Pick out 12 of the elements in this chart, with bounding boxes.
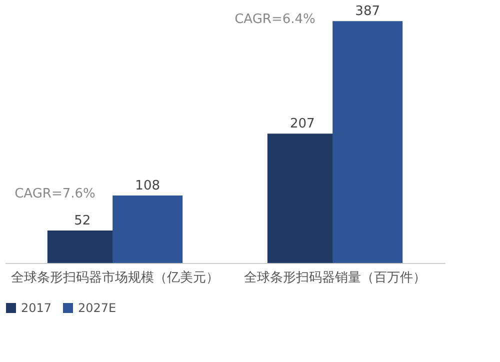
data-label: 52: [74, 214, 91, 228]
x-tick-label: 全球条形扫码器市场规模（亿美元）: [11, 270, 219, 286]
x-tick-label: 全球条形扫码器销量（百万件）: [244, 270, 426, 286]
data-label: 207: [290, 116, 315, 132]
data-label: 387: [355, 4, 380, 20]
legend-label: 2027E: [78, 301, 116, 315]
data-label: 108: [135, 178, 160, 194]
bar: [112, 196, 183, 263]
bar: [332, 21, 403, 263]
annotation: CAGR=6.4%: [234, 12, 316, 28]
annotation: CAGR=7.6%: [14, 186, 96, 202]
legend-label: 2017: [21, 301, 52, 315]
